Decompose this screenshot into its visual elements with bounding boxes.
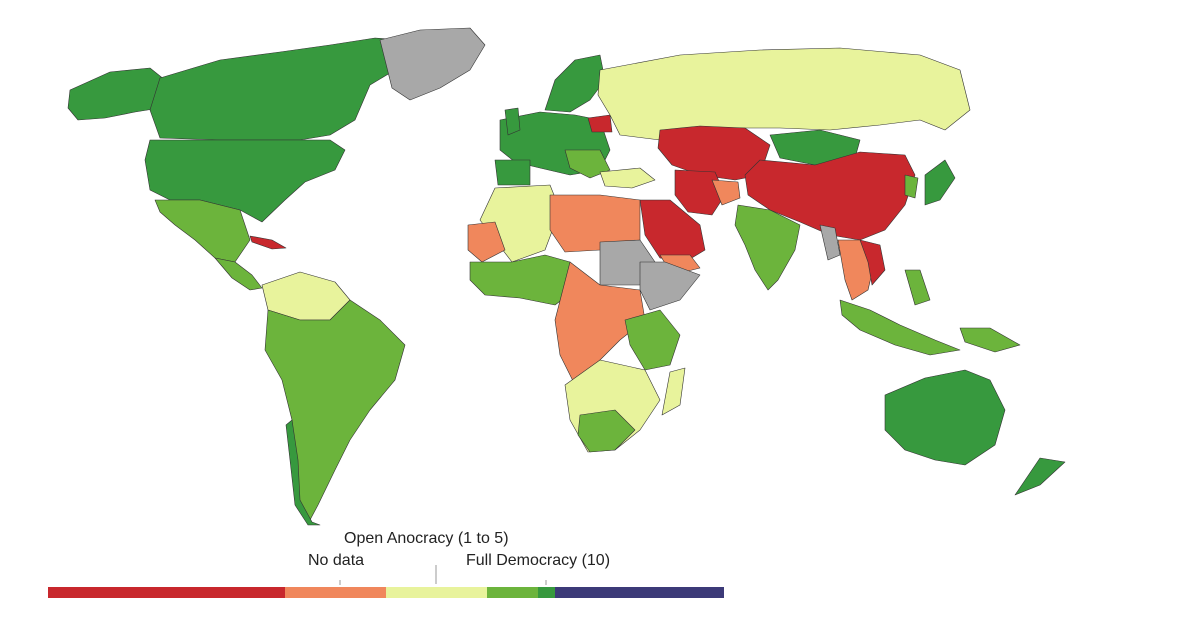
region-korea (904, 174, 919, 199)
region-south-africa (577, 409, 636, 453)
region-south-america (264, 299, 406, 521)
region-philippines (904, 269, 931, 306)
region-west-africa (469, 254, 576, 306)
region-uk (504, 107, 521, 136)
region-cuba (249, 235, 287, 250)
legend-segment-3 (487, 587, 538, 598)
region-japan (924, 159, 956, 206)
region-new-zealand (1014, 457, 1066, 496)
region-afghanistan (711, 179, 741, 206)
region-india (734, 204, 801, 291)
region-central-africa (554, 261, 646, 386)
legend-segment-2 (386, 587, 487, 598)
legend-segment-4 (538, 587, 555, 598)
legend-label-no-data: No data (308, 552, 365, 569)
region-alaska (67, 67, 166, 121)
legend-segment-0 (48, 587, 285, 598)
region-greenland (379, 27, 486, 101)
region-china (744, 151, 916, 241)
region-central-america (214, 257, 263, 291)
region-canada (149, 37, 401, 141)
region-east-africa (624, 309, 681, 371)
region-balkans (564, 149, 611, 179)
legend-segment-1 (285, 587, 386, 598)
region-iberia (494, 159, 531, 186)
legend-label-open-anocracy: Open Anocracy (1 to 5) (344, 530, 509, 547)
region-indonesia (839, 299, 961, 356)
legend-label-full-democracy: Full Democracy (10) (466, 552, 611, 569)
region-turkey (599, 167, 656, 189)
region-russia (597, 47, 971, 141)
region-chile (285, 419, 321, 526)
region-png (959, 327, 1021, 353)
region-usa (144, 139, 346, 223)
region-belarus (587, 114, 613, 133)
legend-segment-5 (555, 587, 724, 598)
region-australia (884, 369, 1006, 466)
region-vietnam (859, 239, 886, 286)
region-myanmar (819, 224, 841, 261)
legend-color-bar (48, 587, 724, 598)
region-mexico (154, 199, 251, 263)
region-western-sahara (467, 221, 506, 263)
region-madagascar (661, 367, 686, 416)
region-arabia (639, 199, 706, 263)
region-scandinavia (544, 54, 606, 113)
